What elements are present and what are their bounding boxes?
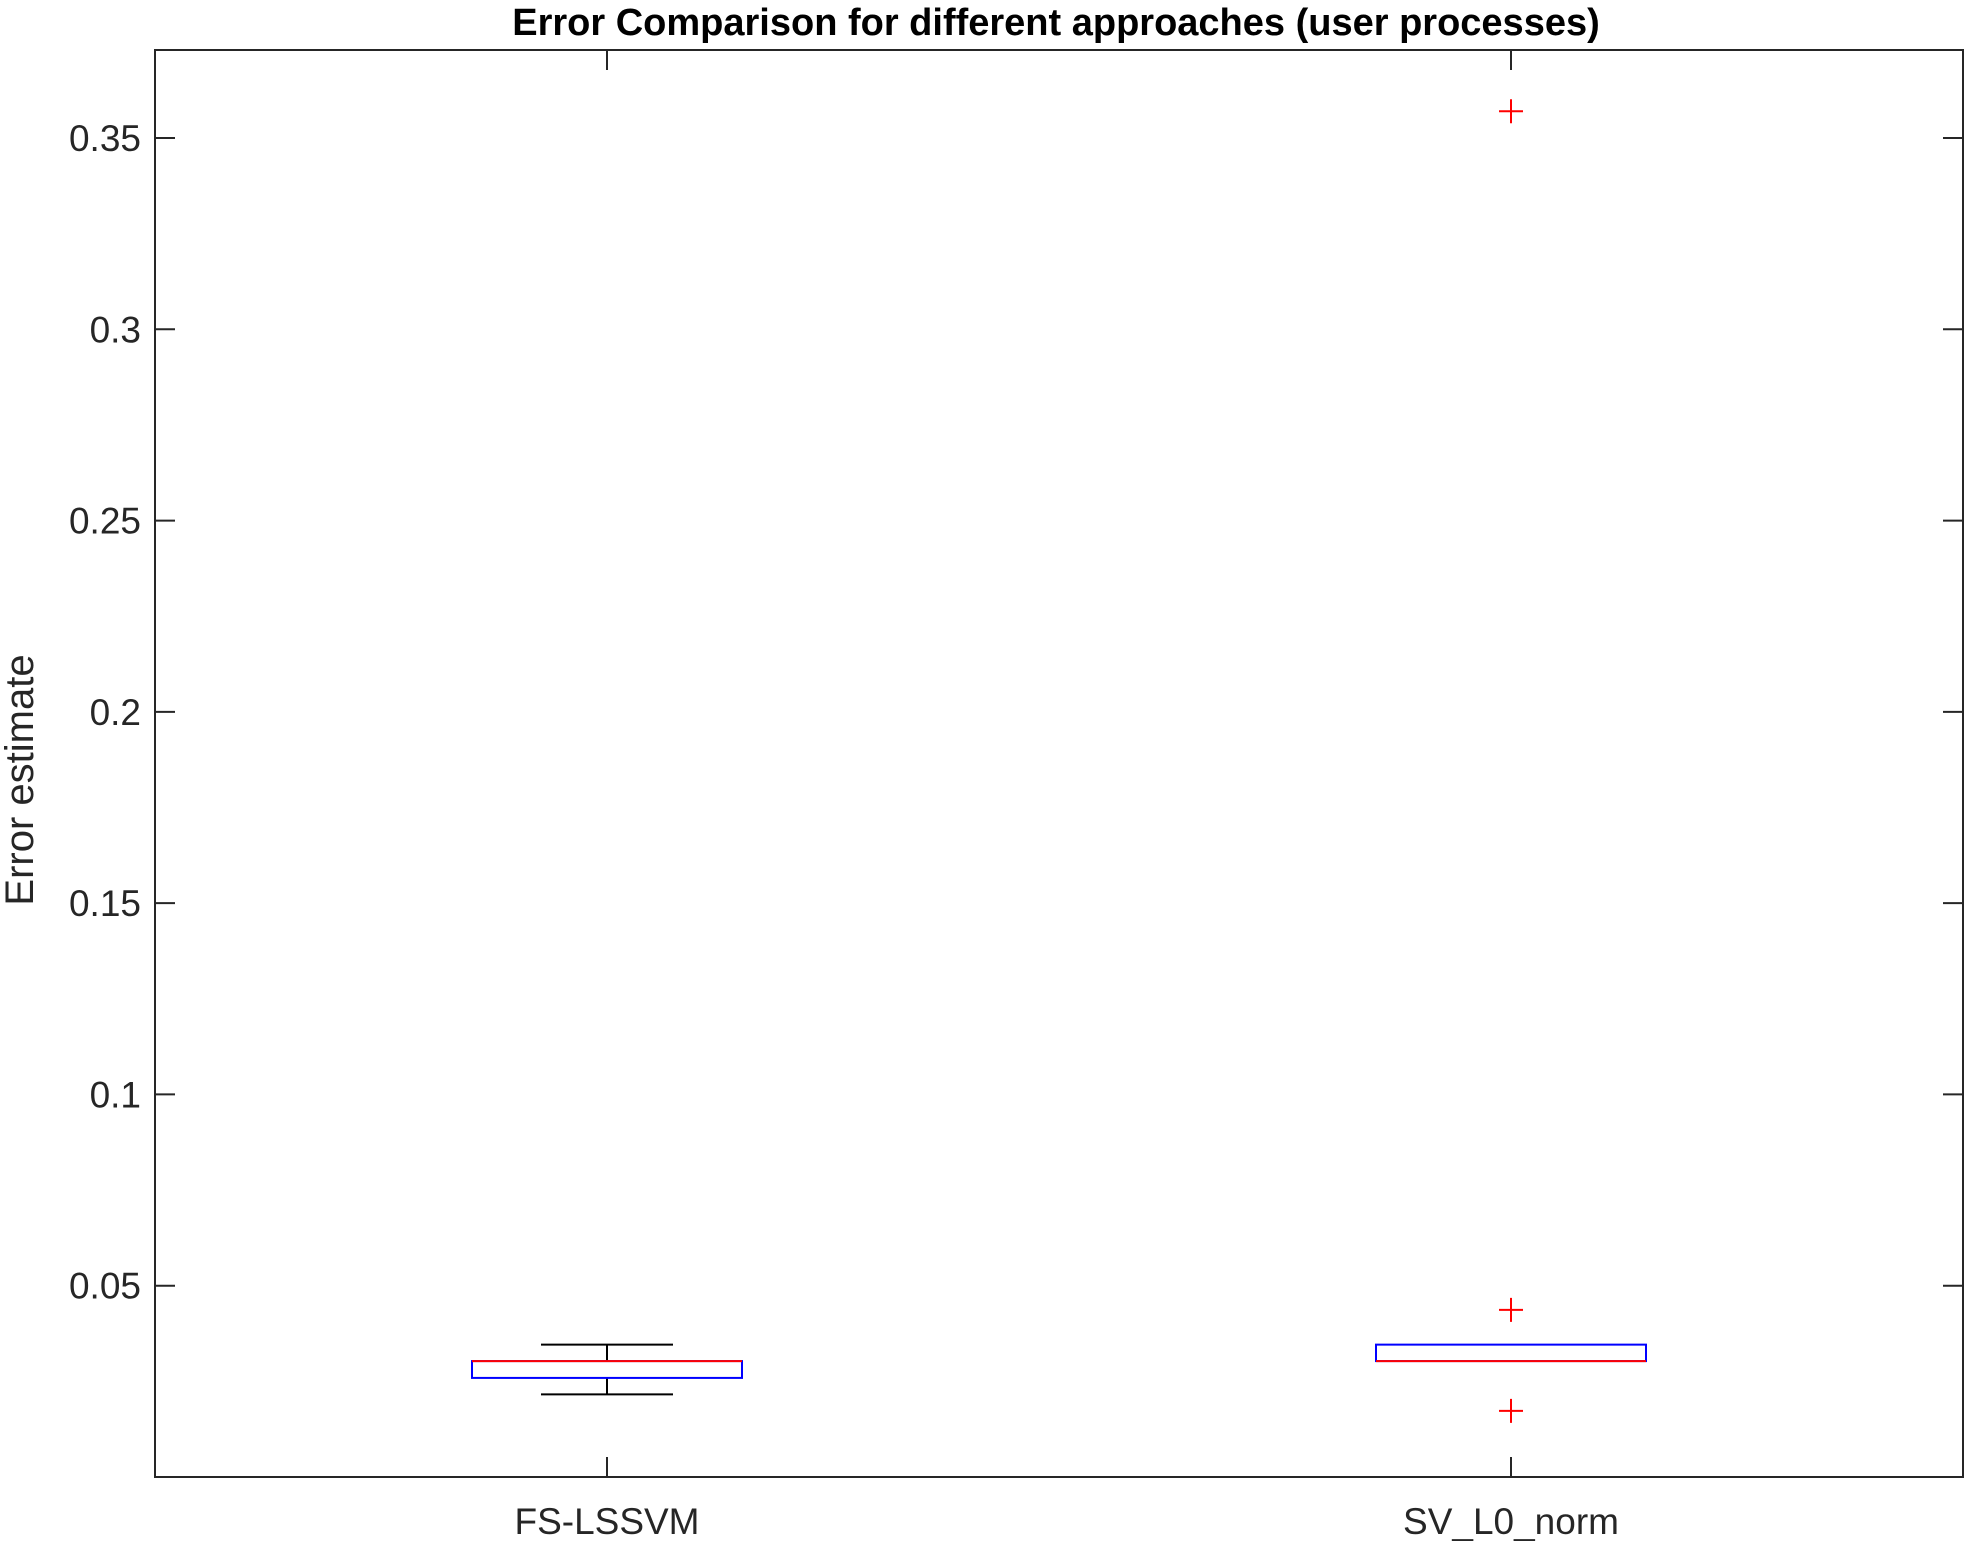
y-tick-label: 0.3 xyxy=(90,309,141,350)
y-tick-label: 0.2 xyxy=(90,692,141,733)
box-iqr xyxy=(1375,1343,1647,1363)
outlier-marker xyxy=(1499,1398,1523,1423)
box-group-FS-LSSVM xyxy=(471,1343,743,1396)
box-iqr xyxy=(471,1360,743,1379)
box-group-SV_L0_norm xyxy=(1375,99,1647,1423)
y-tick-label: 0.25 xyxy=(69,501,141,542)
outlier-marker xyxy=(1499,99,1523,124)
y-tick-label: 0.15 xyxy=(69,883,141,924)
y-tick-label: 0.1 xyxy=(90,1074,141,1115)
y-tick-label: 0.05 xyxy=(69,1266,141,1307)
y-axis-label: Error estimate xyxy=(0,654,42,905)
x-tick-label: FS-LSSVM xyxy=(514,1501,699,1541)
plot-area-frame xyxy=(154,49,1964,1478)
chart-title: Error Comparison for different approache… xyxy=(512,2,1600,44)
y-tick-label: 0.35 xyxy=(69,118,141,159)
box-marks xyxy=(471,99,1647,1423)
axis-ticks: 0.05 0.1 0.15 0.2 0.25 0.3 0.35 FS-LSSVM SV_L0_n… xyxy=(69,50,1963,1541)
x-tick-label: SV_L0_norm xyxy=(1403,1501,1619,1541)
outlier-marker xyxy=(1499,1297,1523,1322)
